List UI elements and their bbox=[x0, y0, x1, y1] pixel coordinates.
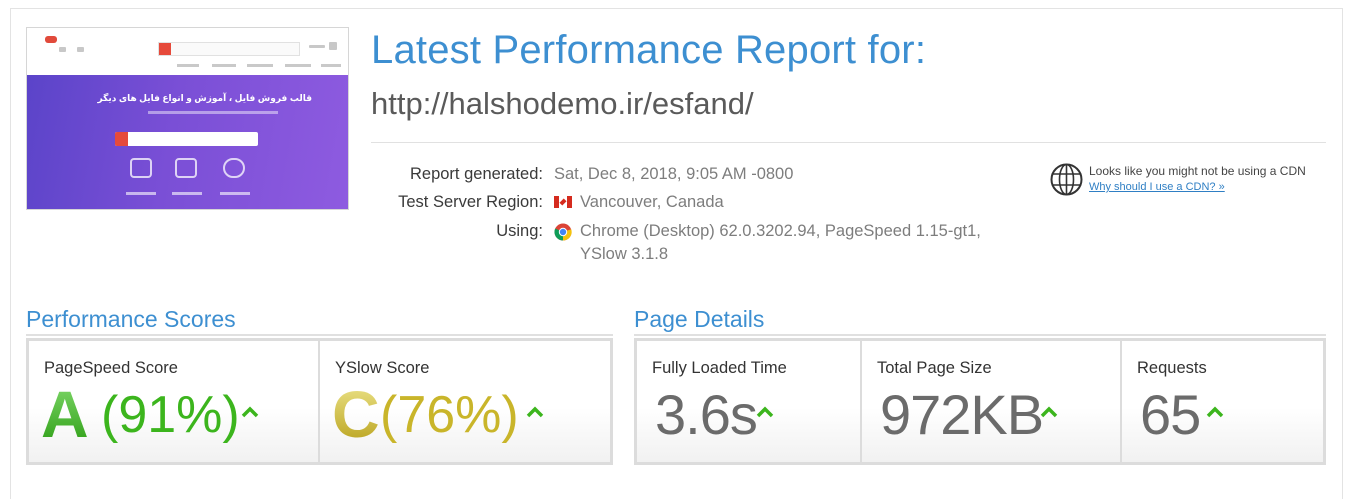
performance-scores-panel: PageSpeed Score A (91%) YSlow Score C (7… bbox=[26, 338, 613, 465]
chrome-icon bbox=[554, 223, 572, 241]
thumb-logo bbox=[45, 36, 57, 43]
thumb-site-name bbox=[309, 45, 325, 48]
performance-scores-heading: Performance Scores bbox=[26, 306, 236, 332]
thumb-cart-icon bbox=[59, 47, 66, 52]
thumb-feature-icon bbox=[175, 158, 197, 178]
fully-loaded-time-value: 3.6s bbox=[655, 383, 758, 446]
thumb-site-icon bbox=[329, 42, 337, 50]
thumb-menu-item bbox=[285, 64, 311, 67]
test-region-value: Vancouver, Canada bbox=[580, 193, 724, 211]
report-generated-value: Sat, Dec 8, 2018, 9:05 AM -0800 bbox=[554, 165, 794, 183]
thumb-feature-icon bbox=[223, 158, 245, 178]
thumb-feature-label bbox=[126, 192, 156, 195]
total-page-size-value: 972KB bbox=[880, 383, 1044, 446]
requests-trend-up-icon bbox=[1206, 406, 1224, 418]
thumb-hero-search bbox=[115, 132, 258, 146]
pagespeed-score-card[interactable]: PageSpeed Score A (91%) bbox=[29, 341, 318, 462]
test-region-label: Test Server Region: bbox=[398, 193, 543, 211]
globe-icon bbox=[1050, 163, 1083, 196]
total-page-size-card[interactable]: Total Page Size 972KB bbox=[862, 341, 1120, 462]
why-cdn-link[interactable]: Why should I use a CDN? » bbox=[1089, 181, 1225, 193]
yslow-score-label: YSlow Score bbox=[335, 359, 430, 377]
pagespeed-score-label: PageSpeed Score bbox=[44, 359, 178, 377]
thumb-search-box bbox=[158, 42, 300, 56]
requests-value: 65 bbox=[1140, 383, 1201, 446]
thumb-hero-title: قالب فروش فایل ، آموزش و انواع فایل های … bbox=[97, 93, 312, 103]
pagespeed-trend-up-icon bbox=[241, 406, 259, 418]
yslow-trend-up-icon bbox=[526, 406, 544, 418]
thumb-hero: قالب فروش فایل ، آموزش و انواع فایل های … bbox=[27, 75, 348, 209]
fully-loaded-trend-up-icon bbox=[756, 406, 774, 418]
thumb-menu-item bbox=[247, 64, 273, 67]
page-details-heading: Page Details bbox=[634, 306, 765, 332]
pagespeed-percent: (91%) bbox=[101, 386, 240, 444]
site-screenshot-thumbnail[interactable]: قالب فروش فایل ، آموزش و انواع فایل های … bbox=[26, 27, 349, 210]
yslow-grade: C bbox=[332, 377, 380, 451]
cdn-message: Looks like you might not be using a CDN bbox=[1089, 164, 1306, 178]
thumb-menu-item bbox=[177, 64, 199, 67]
thumb-menu-item bbox=[321, 64, 341, 67]
total-page-size-label: Total Page Size bbox=[877, 359, 992, 377]
requests-card[interactable]: Requests 65 bbox=[1122, 341, 1323, 462]
divider bbox=[371, 142, 1326, 143]
thumb-feature-label bbox=[220, 192, 250, 195]
thumb-hero-subtitle bbox=[148, 111, 278, 114]
using-label: Using: bbox=[496, 222, 543, 240]
thumb-feature-icon bbox=[130, 158, 152, 178]
thumb-feature-label bbox=[172, 192, 202, 195]
report-generated-label: Report generated: bbox=[409, 165, 543, 183]
thumb-search-button bbox=[159, 43, 171, 55]
requests-label: Requests bbox=[1137, 359, 1207, 377]
canada-flag-icon bbox=[554, 196, 572, 208]
section-underline bbox=[26, 334, 613, 336]
yslow-percent: (76%) bbox=[380, 386, 519, 444]
page-size-trend-up-icon bbox=[1040, 406, 1058, 418]
using-value-line2: YSlow 3.1.8 bbox=[580, 245, 669, 263]
thumb-header bbox=[27, 28, 348, 75]
page-details-panel: Fully Loaded Time 3.6s Total Page Size 9… bbox=[634, 338, 1326, 465]
page-title: Latest Performance Report for: bbox=[371, 28, 927, 72]
thumb-hero-search-button bbox=[115, 132, 128, 146]
report-frame bbox=[10, 8, 1343, 499]
pagespeed-grade: A bbox=[41, 377, 89, 451]
section-underline bbox=[634, 334, 1326, 336]
fully-loaded-time-label: Fully Loaded Time bbox=[652, 359, 787, 377]
using-value-line1: Chrome (Desktop) 62.0.3202.94, PageSpeed… bbox=[580, 222, 981, 240]
tested-url[interactable]: http://halshodemo.ir/esfand/ bbox=[371, 86, 754, 121]
yslow-score-card[interactable]: YSlow Score C (76%) bbox=[320, 341, 610, 462]
thumb-menu-item bbox=[212, 64, 236, 67]
fully-loaded-time-card[interactable]: Fully Loaded Time 3.6s bbox=[637, 341, 860, 462]
thumb-user-icon bbox=[77, 47, 84, 52]
